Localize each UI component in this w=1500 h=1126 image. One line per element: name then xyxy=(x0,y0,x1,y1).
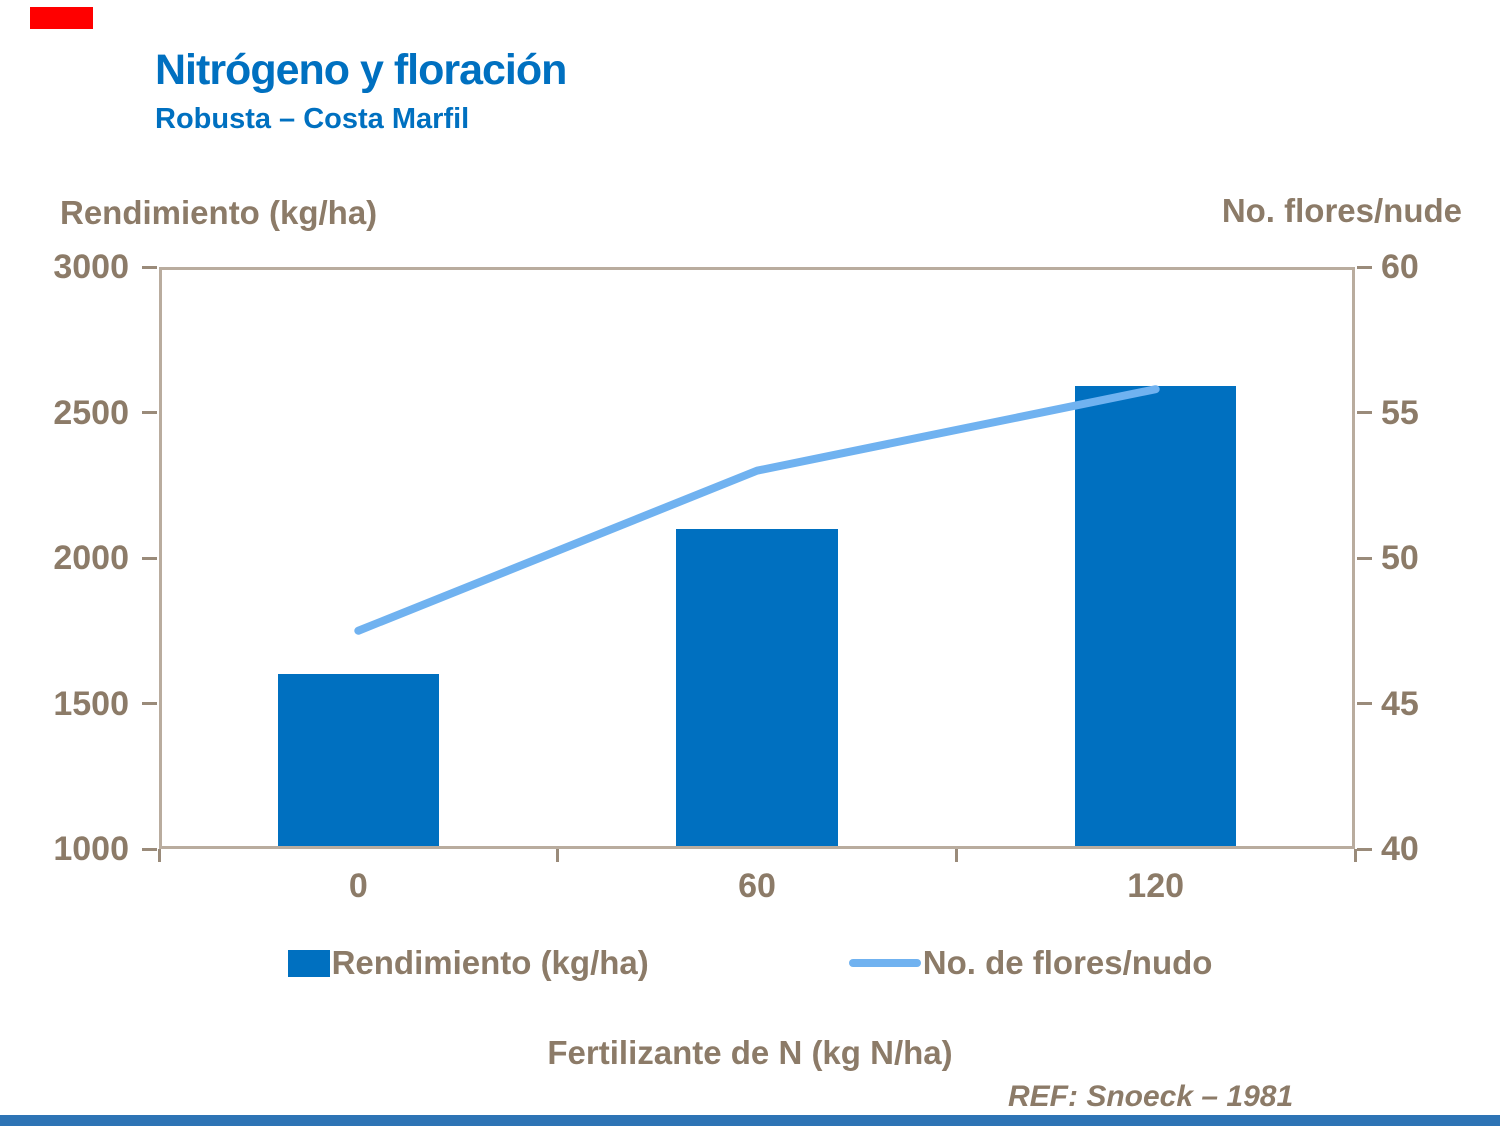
x-axis-category-label: 60 xyxy=(738,867,776,905)
x-axis-category-label: 120 xyxy=(1127,867,1185,905)
y-left-tick-label: 2500 xyxy=(53,393,129,432)
reference-citation: REF: Snoeck – 1981 xyxy=(1008,1080,1294,1113)
y-left-tick-mark xyxy=(142,556,157,560)
right-axis-title: No. flores/nude xyxy=(1221,192,1462,229)
y-right-tick-label: 45 xyxy=(1381,684,1419,723)
y-right-tick-mark xyxy=(1357,265,1372,269)
legend-item: Rendimiento (kg/ha) xyxy=(287,944,649,982)
bar-120 xyxy=(1074,386,1237,846)
x-axis-tick-mark xyxy=(556,849,560,862)
bar-60 xyxy=(676,528,838,846)
y-left-tick-label: 1000 xyxy=(53,830,129,868)
y-right-tick-mark xyxy=(1357,411,1372,414)
x-axis-title: Fertilizante de N (kg N/ha) xyxy=(547,1034,953,1071)
y-left-tick-mark xyxy=(142,265,157,269)
bar-0 xyxy=(277,674,440,846)
y-left-tick-mark xyxy=(142,847,157,851)
y-right-tick-mark xyxy=(1357,847,1372,851)
y-right-tick-label: 50 xyxy=(1381,539,1419,577)
x-axis-tick-mark xyxy=(1353,849,1357,862)
y-right-tick-label: 55 xyxy=(1381,393,1419,432)
left-axis-title: Rendimiento (kg/ha) xyxy=(60,194,378,231)
chart-legend: Rendimiento (kg/ha) No. de flores/nudo xyxy=(0,944,1500,982)
slide-subtitle: Robusta – Costa Marfil xyxy=(155,103,470,135)
x-axis-tick-mark xyxy=(954,849,958,862)
legend-label: No. de flores/nudo xyxy=(922,944,1213,981)
y-left-tick-label: 3000 xyxy=(53,248,129,286)
legend-bar-swatch xyxy=(287,949,330,977)
bottom-accent-bar xyxy=(0,1115,1500,1126)
y-right-tick-label: 40 xyxy=(1381,830,1419,868)
y-left-tick-label: 1500 xyxy=(53,684,129,723)
x-axis-category-label: 0 xyxy=(348,867,368,905)
y-left-tick-mark xyxy=(142,411,157,414)
y-right-tick-label: 60 xyxy=(1381,248,1419,286)
red-accent-rect xyxy=(30,7,93,29)
legend-item: No. de flores/nudo xyxy=(848,944,1213,982)
slide-title: Nitrógeno y floración xyxy=(155,46,567,94)
legend-label: Rendimiento (kg/ha) xyxy=(331,944,649,981)
y-left-tick-mark xyxy=(142,702,157,705)
y-left-tick-label: 2000 xyxy=(53,539,129,577)
legend-line-swatch xyxy=(848,959,921,967)
y-right-tick-mark xyxy=(1357,556,1372,560)
flores-line-series xyxy=(354,385,1160,635)
y-right-tick-mark xyxy=(1357,702,1372,705)
x-axis-tick-mark xyxy=(157,849,161,862)
